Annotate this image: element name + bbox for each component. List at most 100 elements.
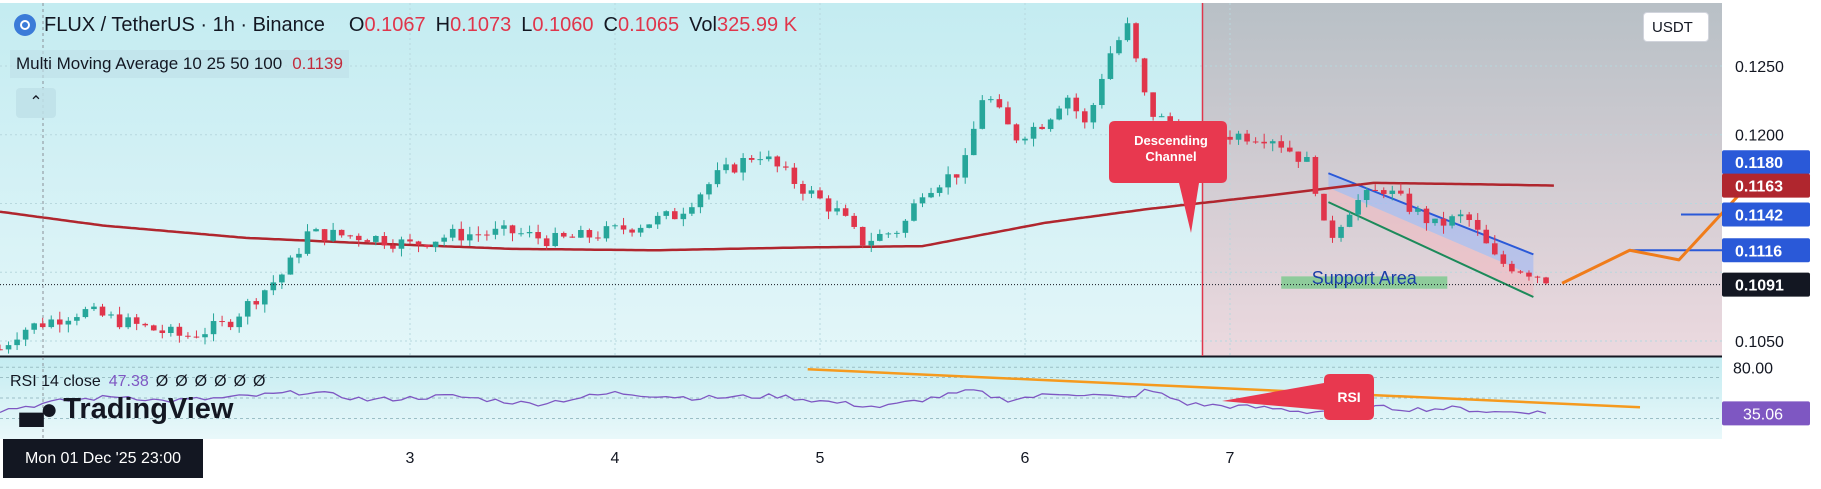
candle-body — [945, 174, 951, 188]
ma-legend[interactable]: Multi Moving Average 10 25 50 100 0.1139 — [10, 50, 349, 78]
time-axis-tick: 7 — [1226, 450, 1235, 467]
candle-body — [783, 166, 789, 168]
candle-body — [1022, 138, 1028, 141]
collapse-legend-button[interactable]: ⌃ — [16, 88, 56, 118]
candle-body — [1116, 40, 1122, 54]
rsi-callout-bubble — [1222, 374, 1374, 420]
candle-body — [1073, 97, 1080, 112]
candle-body — [1329, 220, 1336, 238]
candle-body — [313, 229, 319, 232]
tradingview-logo[interactable]: ▃● TradingView — [20, 392, 234, 426]
rsi-trendline[interactable] — [807, 368, 1641, 409]
candle-body — [1406, 193, 1413, 212]
rsi-placeholder: Ø — [253, 373, 266, 390]
ma-legend-label: Multi Moving Average 10 25 50 100 — [16, 54, 283, 73]
descending-channel[interactable] — [1327, 172, 1534, 298]
resistance-levels[interactable] — [1631, 162, 1722, 252]
rsi-placeholder: Ø — [175, 373, 188, 390]
candle-body — [1509, 263, 1515, 272]
candle-body — [774, 156, 781, 167]
rsi-placeholder: Ø — [233, 373, 247, 390]
candle-body — [364, 240, 371, 242]
candle-body — [834, 208, 840, 212]
candle-body — [765, 156, 772, 160]
candle-body — [484, 234, 490, 236]
candle-body — [432, 241, 439, 248]
rsi-legend-label: RSI 14 close — [10, 373, 101, 390]
time-axis-tick: 3 — [406, 450, 415, 467]
candle-body — [116, 314, 123, 328]
candle-body — [142, 323, 149, 326]
currency-button[interactable]: USDT — [1643, 12, 1709, 42]
price-axis-tick: 0.1250 — [1735, 59, 1784, 76]
price-tag-text: 0.1091 — [1735, 278, 1784, 295]
rsi-callout[interactable]: RSI — [1222, 374, 1374, 420]
candle-body — [202, 334, 208, 338]
price-tag-box — [1722, 272, 1810, 297]
candle-body — [501, 225, 507, 229]
candle-body — [390, 245, 396, 249]
support-area-label: Support Area — [1312, 268, 1418, 288]
price-axis-tick: 0.1200 — [1735, 128, 1784, 145]
candle-body — [150, 325, 157, 331]
price-tag-text: 0.1116 — [1735, 243, 1782, 260]
support-area[interactable]: Support Area — [1281, 268, 1448, 289]
candle-body — [125, 317, 131, 328]
candle-body — [620, 225, 627, 230]
candle-body — [859, 226, 866, 246]
price-tag-box — [1722, 173, 1810, 198]
candle-body — [919, 197, 926, 204]
candle-body — [1346, 214, 1353, 227]
ma-legend-value: 0.1139 — [292, 54, 343, 73]
rsi-legend[interactable]: RSI 14 close 47.38 Ø Ø Ø Ø Ø Ø — [10, 370, 265, 394]
candle-body — [91, 306, 97, 310]
symbol-title[interactable]: FLUX / TetherUS · 1h · Binance — [44, 13, 325, 36]
candle-body — [825, 198, 832, 212]
rsi-value-tag-text: 35.06 — [1743, 406, 1783, 423]
price-tag-text: 0.1163 — [1735, 179, 1783, 196]
candle-body — [791, 167, 798, 184]
candle-body — [193, 336, 200, 338]
candle-body — [1286, 147, 1293, 152]
candle-body — [1244, 133, 1250, 142]
price-tag-box — [1722, 238, 1810, 263]
rsi-placeholder: Ø — [155, 373, 169, 390]
candle-body — [1312, 157, 1319, 194]
close-label: C — [603, 13, 618, 36]
channel-lower-line — [1327, 201, 1534, 298]
price-tag-box — [1722, 202, 1810, 227]
candle-body — [1389, 190, 1396, 194]
candle-body — [1483, 229, 1490, 244]
candle-body — [911, 203, 917, 221]
ma-polyline — [0, 181, 1554, 252]
high-label: H — [435, 13, 451, 36]
candle-body — [1543, 277, 1549, 284]
candle-body — [1269, 141, 1276, 144]
candle-body — [185, 335, 191, 337]
time-axis[interactable]: 3 4 5 6 7 — [406, 450, 1235, 467]
price-tag-box — [1722, 150, 1810, 175]
candle-body — [261, 290, 268, 305]
price-axis[interactable]: 0.1250 0.1200 0.1050 80.00 — [1733, 59, 1784, 377]
candle-body — [808, 190, 815, 194]
candle-body — [1081, 111, 1088, 123]
candle-body — [492, 228, 499, 235]
candle-body — [1457, 214, 1464, 217]
candle-body — [227, 321, 234, 328]
rsi-line — [0, 388, 1547, 415]
candle-body — [441, 237, 447, 242]
open-label: O — [348, 13, 365, 36]
tradingview-mark-icon: ▃● — [20, 392, 58, 426]
candle-body — [578, 230, 584, 238]
candle-body — [65, 320, 72, 325]
candle-body — [407, 239, 413, 242]
candle-body — [1124, 23, 1131, 41]
open-value: 0.1067 — [364, 13, 426, 36]
candle-body — [740, 157, 746, 173]
candle-body — [347, 235, 354, 237]
candle-body — [1372, 189, 1379, 191]
candle-body — [962, 155, 969, 178]
candle-body — [689, 207, 695, 214]
